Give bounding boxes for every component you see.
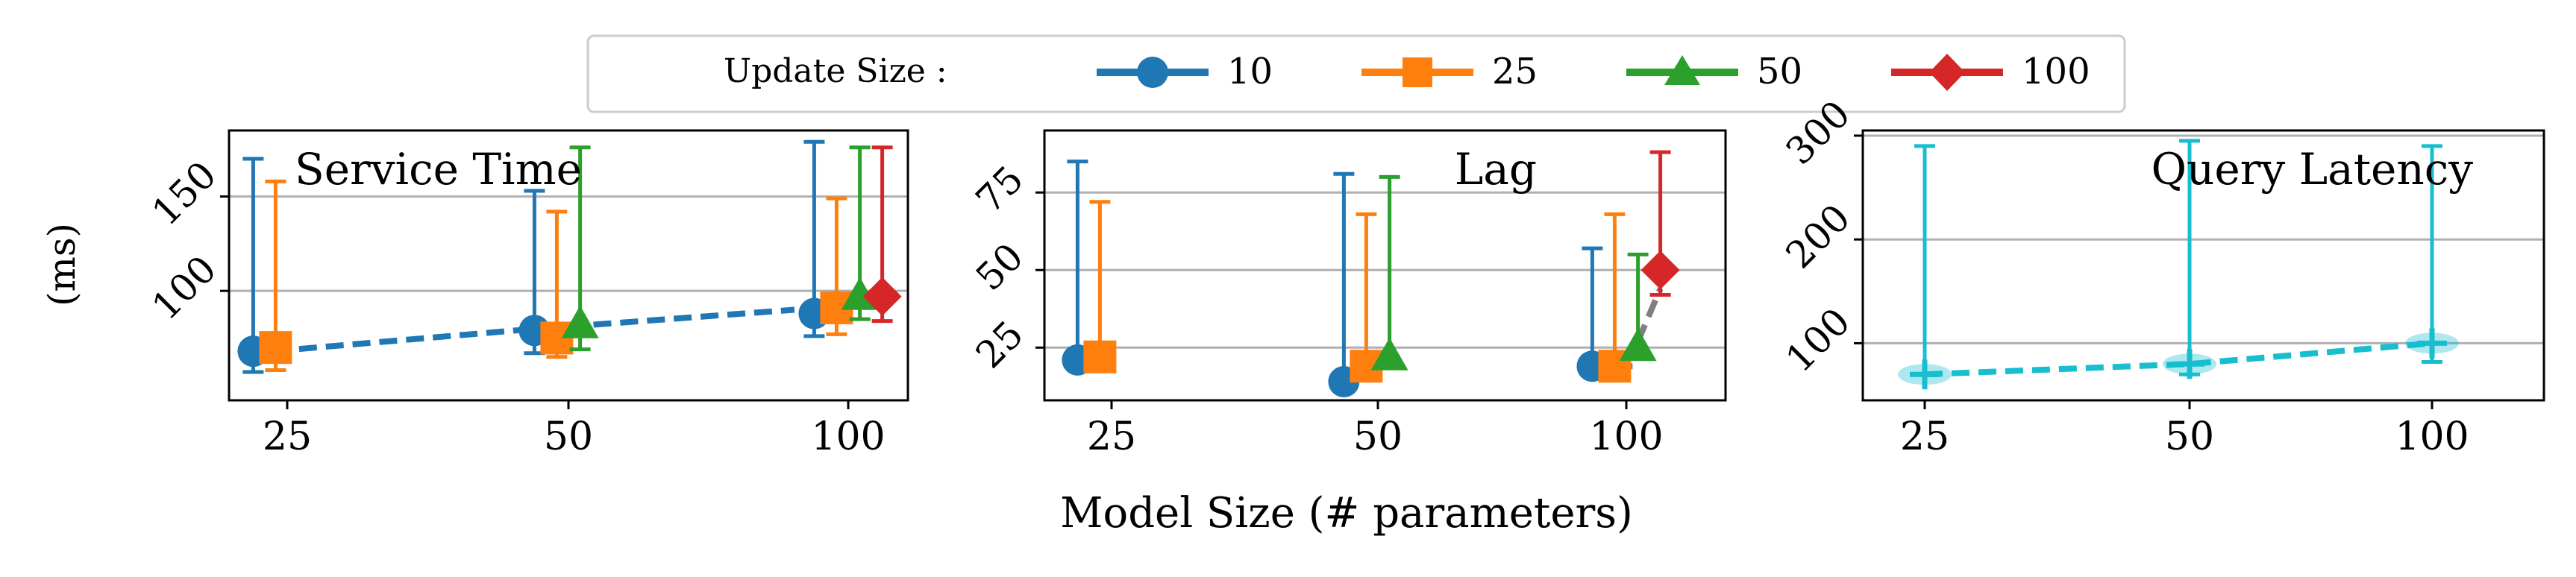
data-point xyxy=(1083,340,1117,373)
panel-service-time: 100 150 25 50 100 Service Time xyxy=(144,129,909,459)
legend-marker-circle xyxy=(1137,57,1168,88)
series-25 xyxy=(259,179,853,372)
series-100 xyxy=(1640,150,1680,297)
x-tick-label: 25 xyxy=(1087,414,1136,459)
axes-frame xyxy=(1043,129,1727,402)
x-tick-label: 100 xyxy=(811,414,885,459)
y-tick-label: 200 xyxy=(1778,196,1858,277)
data-point xyxy=(259,331,292,365)
series-100 xyxy=(862,145,902,324)
legend-entry-100: 100 xyxy=(1891,51,2090,92)
panel-title: Query Latency xyxy=(2152,144,2474,195)
data-point xyxy=(2405,328,2459,359)
axes-frame xyxy=(1861,129,2545,402)
y-tick-label: 75 xyxy=(968,157,1032,221)
legend-marker-diamond xyxy=(1929,54,1965,91)
plot-area xyxy=(1062,150,1680,398)
series-query-latency xyxy=(1898,139,2459,390)
x-tick-label: 100 xyxy=(1589,414,1663,459)
data-point xyxy=(1370,337,1408,371)
panel-lag: 25 50 75 25 50 100 Lag xyxy=(968,129,1727,459)
legend-entry-25: 25 xyxy=(1361,51,1538,92)
legend-frame xyxy=(586,34,2126,113)
legend-label-10: 10 xyxy=(1227,51,1273,92)
y-tick-label: 25 xyxy=(968,312,1032,376)
data-point xyxy=(1640,250,1680,290)
trend-line xyxy=(272,306,795,355)
y-tick-label: 100 xyxy=(1778,300,1858,380)
data-point xyxy=(561,305,599,338)
plot-area xyxy=(1898,139,2459,390)
legend-entry-50: 50 xyxy=(1626,51,1802,92)
legend-label-100: 100 xyxy=(2022,51,2090,92)
series-10 xyxy=(1062,160,1608,398)
y-tick-label: 100 xyxy=(144,247,225,328)
legend-marker-square xyxy=(1403,57,1432,87)
legend-entry-10: 10 xyxy=(1097,51,1273,92)
plot-area xyxy=(237,139,902,374)
legend-label-50: 50 xyxy=(1757,51,1802,92)
data-point xyxy=(862,277,902,316)
y-tick-label: 50 xyxy=(968,235,1032,299)
x-tick-label: 100 xyxy=(2395,414,2469,459)
legend-marker-triangle xyxy=(1664,55,1700,85)
trend-line xyxy=(1924,340,2433,378)
data-point xyxy=(1898,359,1952,390)
series-50 xyxy=(561,145,879,352)
x-tick-label: 50 xyxy=(1353,414,1403,459)
x-tick-label: 25 xyxy=(1900,414,1949,459)
series-25 xyxy=(1083,200,1632,383)
x-tick-label: 25 xyxy=(263,414,312,459)
y-tick-label: 150 xyxy=(144,153,225,233)
x-axis-label: Model Size (# parameters) xyxy=(1060,489,1633,537)
panel-title: Service Time xyxy=(295,144,582,195)
series-50 xyxy=(1370,174,1657,371)
legend-label-25: 25 xyxy=(1492,51,1538,92)
y-axis-label: (ms) xyxy=(40,223,84,306)
data-point xyxy=(2163,349,2216,379)
x-tick-label: 50 xyxy=(544,414,593,459)
axes-frame xyxy=(228,129,909,402)
x-tick-label: 50 xyxy=(2165,414,2214,459)
legend-title: Update Size : xyxy=(724,52,947,90)
panel-title: Lag xyxy=(1455,144,1537,195)
trend-line xyxy=(1635,287,1664,343)
legend: Update Size : 10 25 50 100 xyxy=(586,34,2126,113)
data-point xyxy=(1619,328,1657,362)
